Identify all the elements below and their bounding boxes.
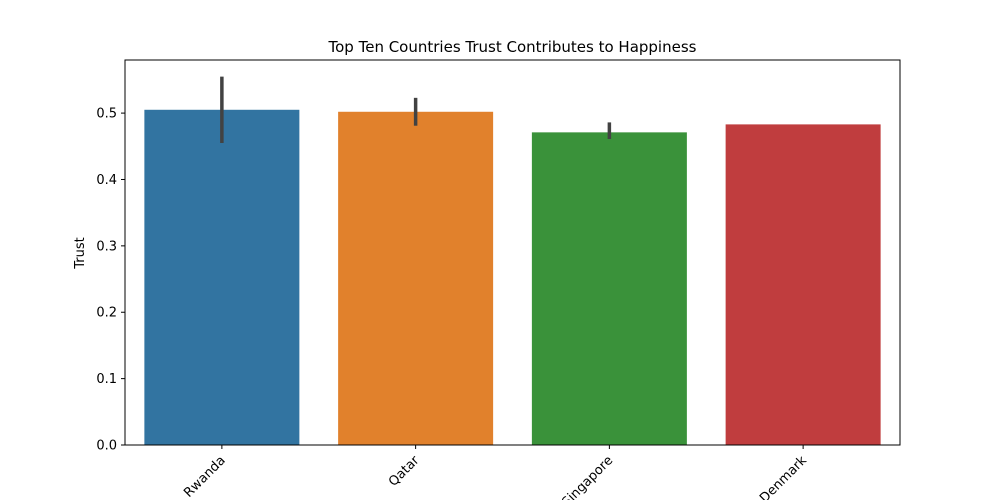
x-tick-label: Denmark bbox=[757, 453, 810, 500]
bar-denmark bbox=[725, 124, 881, 445]
y-tick-label: 0.3 bbox=[96, 239, 117, 254]
y-axis: 0.0 0.1 0.2 0.3 0.4 0.5 bbox=[96, 107, 125, 454]
y-axis-label: Trust bbox=[73, 237, 88, 269]
y-tick-label: 0.1 bbox=[96, 372, 117, 387]
error-bars-group bbox=[220, 76, 612, 143]
x-tick-label: Qatar bbox=[386, 453, 423, 490]
y-tick-label: 0.0 bbox=[96, 439, 117, 454]
y-tick-label: 0.2 bbox=[96, 306, 117, 321]
x-tick-label: Rwanda bbox=[181, 453, 228, 500]
plot-frame bbox=[124, 59, 901, 446]
x-axis: Rwanda Qatar Singapore Denmark bbox=[181, 445, 810, 504]
bars-group bbox=[144, 109, 881, 445]
y-tick-label: 0.4 bbox=[96, 173, 117, 188]
y-tick-label: 0.5 bbox=[96, 107, 117, 122]
bar-qatar bbox=[338, 111, 494, 445]
bar-singapore bbox=[531, 132, 687, 445]
chart-title: Top Ten Countries Trust Contributes to H… bbox=[328, 38, 697, 56]
bar-rwanda bbox=[144, 109, 300, 445]
x-tick-label: Singapore bbox=[559, 453, 616, 500]
